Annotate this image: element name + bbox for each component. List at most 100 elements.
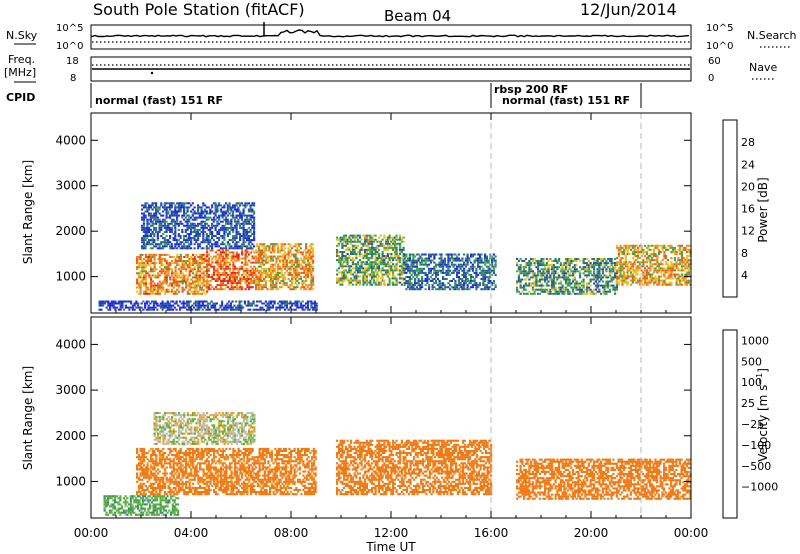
power-cell: [197, 256, 200, 258]
power-cell: [350, 269, 353, 272]
power-cell: [137, 284, 140, 287]
power-cell: [188, 292, 191, 295]
power-cell: [312, 284, 315, 287]
power-cell: [680, 277, 683, 280]
power-cell: [343, 240, 346, 243]
power-cell: [616, 279, 619, 282]
power-cell: [183, 268, 186, 271]
power-cell: [212, 220, 215, 223]
cpid-segment-3: normal (fast) 151 RF: [502, 94, 630, 107]
power-cell: [450, 257, 453, 260]
power-cell: [169, 276, 172, 279]
power-cell: [264, 253, 267, 256]
power-cell: [422, 259, 425, 262]
power-cell: [266, 245, 269, 248]
power-cell: [484, 284, 487, 287]
power-cell: [415, 276, 418, 278]
power-cell: [183, 208, 186, 211]
power-cell: [305, 265, 308, 268]
power-cell: [172, 280, 175, 283]
power-cell: [148, 264, 151, 267]
power-cell: [207, 253, 210, 256]
power-cell: [278, 300, 281, 303]
power-cell: [426, 273, 429, 276]
power-cell: [362, 281, 365, 284]
power-cell: [200, 304, 203, 307]
power-cell: [454, 267, 457, 270]
power-cell: [395, 236, 398, 239]
power-cell: [209, 231, 212, 233]
power-cell: [680, 279, 683, 282]
power-cell: [473, 253, 476, 256]
power-cell: [680, 269, 683, 272]
power-cell: [153, 258, 156, 260]
power-cell: [358, 251, 361, 253]
power-cell: [181, 204, 184, 207]
power-cell: [147, 304, 150, 307]
power-cell: [364, 251, 367, 253]
power-cell: [545, 282, 548, 285]
power-cell: [687, 279, 690, 282]
power-cell: [635, 277, 638, 280]
power-cell: [637, 253, 640, 255]
power-cell: [586, 270, 589, 273]
power-cell: [234, 259, 237, 262]
power-cell: [224, 308, 227, 311]
power-cell: [374, 255, 377, 257]
power-cell: [192, 260, 195, 262]
power-cell: [656, 244, 659, 247]
power-cell: [183, 288, 186, 291]
power-cell: [212, 306, 215, 309]
power-cell: [531, 292, 534, 295]
power-cell: [181, 260, 184, 262]
power-cell: [257, 280, 260, 282]
power-cell: [376, 263, 379, 266]
power-cell: [294, 255, 297, 258]
power-cell: [160, 272, 163, 275]
power-cell: [170, 243, 173, 246]
power-cell: [206, 268, 209, 271]
power-cell: [144, 274, 147, 277]
power-cell: [403, 278, 406, 280]
power-cell: [477, 259, 480, 262]
power-cell: [637, 265, 640, 268]
power-cell: [670, 265, 673, 268]
power-cell: [364, 271, 367, 274]
power-cell: [337, 279, 340, 282]
power-cell: [652, 269, 655, 272]
power-cell: [188, 258, 191, 260]
power-cell: [381, 263, 384, 266]
power-cell: [605, 268, 608, 271]
power-cell: [346, 265, 349, 268]
power-cell: [174, 233, 177, 235]
power-cell: [456, 271, 459, 274]
power-cell: [346, 263, 349, 266]
power-cell: [603, 262, 606, 265]
power-cell: [218, 265, 221, 268]
power-cell: [367, 273, 370, 276]
power-cell: [573, 270, 576, 273]
power-cell: [400, 238, 403, 241]
power-cell: [233, 247, 236, 250]
power-cell: [183, 278, 186, 281]
power-cell: [428, 253, 431, 256]
power-cell: [220, 265, 223, 268]
power-cell: [341, 281, 344, 284]
power-cell: [551, 282, 554, 285]
power-cell: [346, 261, 349, 264]
power-cell: [214, 259, 217, 262]
power-cell: [494, 259, 497, 262]
power-cell: [568, 290, 571, 293]
power-cell: [301, 284, 304, 287]
power-cell: [565, 282, 568, 285]
power-cell: [619, 259, 622, 262]
power-cell: [205, 235, 208, 237]
power-cell: [677, 259, 680, 262]
power-cell: [412, 263, 415, 266]
power-cell: [652, 253, 655, 255]
power-cell: [594, 278, 597, 281]
power-cell: [206, 265, 209, 268]
power-region-5: [516, 258, 618, 295]
power-cell: [399, 248, 402, 251]
power-cell: [652, 283, 655, 286]
